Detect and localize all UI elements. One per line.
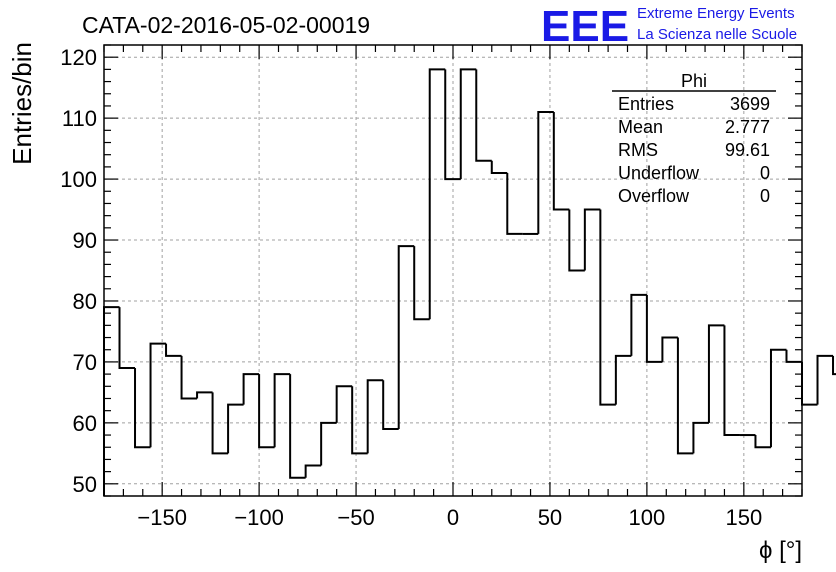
stats-row-value: 3699 bbox=[730, 94, 770, 114]
histogram-bin bbox=[614, 354, 632, 405]
x-axis-label: ϕ [°] bbox=[759, 537, 802, 564]
logo-line-1: Extreme Energy Events bbox=[637, 5, 795, 22]
histogram-bin bbox=[552, 112, 570, 211]
logo-line-2: La Scienza nelle Scuole bbox=[637, 26, 797, 43]
y-tick-label: 80 bbox=[73, 289, 97, 314]
x-tick-label: −50 bbox=[337, 505, 374, 530]
chart-title: CATA-02-2016-05-02-00019 bbox=[82, 12, 370, 38]
x-tick-label: −100 bbox=[234, 505, 284, 530]
y-axis-label: Entries/bin bbox=[7, 42, 37, 165]
histogram-bin bbox=[227, 403, 244, 454]
y-tick-label: 90 bbox=[73, 228, 97, 253]
histogram-bin bbox=[816, 354, 834, 405]
histogram-bin bbox=[537, 111, 554, 234]
histogram-bin bbox=[599, 209, 616, 406]
stats-row-label: Overflow bbox=[618, 186, 690, 206]
histogram-bin bbox=[351, 386, 368, 455]
histogram-bin bbox=[676, 337, 694, 455]
y-tick-labels: 50 60 70 80 90 100 110 120 bbox=[60, 45, 97, 497]
stats-row-value: 0 bbox=[760, 186, 770, 206]
y-tick-label: 60 bbox=[73, 411, 97, 436]
histogram-bin bbox=[645, 294, 663, 363]
histogram-bin bbox=[118, 307, 136, 370]
histogram-bin bbox=[475, 69, 492, 162]
y-tick-label: 120 bbox=[60, 45, 97, 70]
logo-mark: EEE bbox=[541, 2, 629, 51]
histogram-bin bbox=[242, 373, 260, 405]
histogram-bin bbox=[785, 349, 802, 363]
histogram-bin bbox=[165, 343, 182, 357]
histogram-bin bbox=[180, 355, 198, 400]
x-tick-label: 150 bbox=[725, 505, 762, 530]
y-tick-label: 100 bbox=[60, 167, 97, 192]
histogram-bin bbox=[832, 355, 836, 376]
histogram-bin bbox=[723, 325, 740, 437]
histogram-bin bbox=[134, 368, 151, 449]
histogram-bin bbox=[769, 348, 787, 448]
stats-box: Phi Entries 3699 Mean 2.777 RMS 99.61 Underflo… bbox=[612, 71, 776, 206]
stats-row-value: 0 bbox=[760, 163, 770, 183]
histogram-bin bbox=[506, 172, 523, 235]
histogram-bin bbox=[630, 293, 647, 356]
stats-row-label: Entries bbox=[618, 94, 674, 114]
y-tick-label: 110 bbox=[62, 106, 97, 131]
histogram-bin bbox=[320, 421, 337, 466]
x-tick-label: 100 bbox=[629, 505, 666, 530]
histogram-bin bbox=[304, 464, 322, 478]
histogram-bin bbox=[103, 306, 120, 496]
histogram-bin bbox=[273, 373, 291, 448]
histogram-bins bbox=[103, 68, 836, 496]
histogram-bin bbox=[490, 160, 508, 174]
x-tick-label: 50 bbox=[538, 505, 562, 530]
histogram-bin bbox=[366, 379, 384, 454]
histogram-bin bbox=[428, 68, 446, 320]
grid-lines bbox=[104, 45, 802, 496]
histogram-bin bbox=[459, 68, 477, 180]
stats-row-value: 99.61 bbox=[725, 140, 770, 160]
stats-row-label: RMS bbox=[618, 140, 658, 160]
histogram-bin bbox=[583, 208, 601, 271]
y-tick-label: 70 bbox=[73, 350, 97, 375]
histogram-bin bbox=[258, 374, 275, 449]
histogram-bin bbox=[707, 324, 725, 423]
histogram-bin bbox=[335, 385, 353, 423]
histogram-bin bbox=[661, 336, 678, 362]
histogram-bin bbox=[692, 421, 709, 454]
histogram-bin bbox=[211, 392, 229, 455]
histogram-bin bbox=[444, 69, 461, 181]
histogram-bin bbox=[568, 209, 585, 272]
stats-row-label: Underflow bbox=[618, 163, 700, 183]
stats-row-value: 2.777 bbox=[725, 117, 770, 137]
histogram-bin bbox=[413, 246, 430, 321]
stats-box-title: Phi bbox=[681, 71, 707, 91]
histogram-bin bbox=[196, 391, 213, 399]
histogram-bin bbox=[801, 361, 818, 406]
axis-ticks bbox=[103, 44, 803, 497]
histogram-bin bbox=[149, 342, 167, 448]
eee-logo: EEE Extreme Energy Events La Scienza nel… bbox=[541, 2, 797, 51]
x-tick-labels: −150 −100 −50 0 50 100 150 bbox=[137, 505, 762, 530]
y-tick-label: 50 bbox=[73, 472, 97, 497]
stats-row-label: Mean bbox=[618, 117, 663, 137]
x-tick-label: 0 bbox=[447, 505, 459, 530]
histogram-bin bbox=[397, 245, 415, 429]
stats-rows: Entries 3699 Mean 2.777 RMS 99.61 Underflow 0 Ov… bbox=[618, 94, 770, 206]
histogram-bin bbox=[382, 380, 399, 430]
x-tick-label: −150 bbox=[137, 505, 187, 530]
histogram-bin bbox=[289, 374, 306, 479]
histogram-bin bbox=[754, 435, 771, 449]
